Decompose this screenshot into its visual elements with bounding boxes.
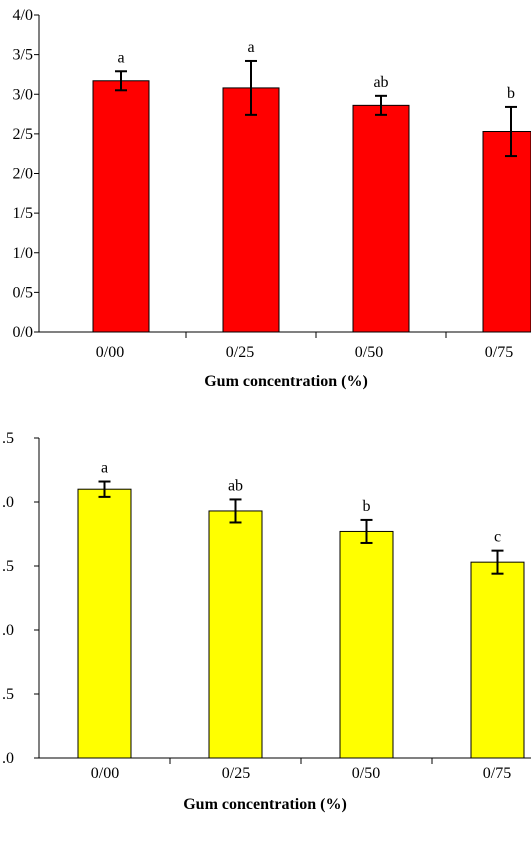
x-tick-label: 0/50 xyxy=(355,344,383,361)
chart-texture-score: 0/0 0/5 1/0 1/5 2/0 2/5 3/0 3/5 4/0 a 0/00 a 0/25 ab 0… xyxy=(13,7,531,390)
significance-label: a xyxy=(247,39,254,56)
significance-label: a xyxy=(101,460,108,477)
significance-label: b xyxy=(363,498,371,515)
y-tick-label: .0 xyxy=(2,750,14,767)
significance-label: a xyxy=(117,49,124,66)
y-tick-label: .5 xyxy=(2,686,14,703)
y-tick-label: 3/0 xyxy=(13,86,33,103)
bar xyxy=(470,561,525,759)
y-tick-label: 3/5 xyxy=(13,47,33,64)
significance-label: c xyxy=(494,529,501,546)
y-tick-label: 1/5 xyxy=(13,205,33,222)
y-tick-label: .5 xyxy=(2,430,14,447)
y-tick-label: 0/0 xyxy=(13,324,33,341)
x-tick-label: 0/50 xyxy=(352,765,380,782)
x-tick-label: 0/25 xyxy=(222,765,250,782)
x-tick-label: 0/25 xyxy=(226,344,254,361)
significance-label: ab xyxy=(373,74,388,91)
bar xyxy=(92,80,150,333)
y-tick-label: .0 xyxy=(2,622,14,639)
significance-label: b xyxy=(507,85,515,102)
bar xyxy=(77,488,132,759)
y-tick-label: 0/5 xyxy=(13,284,33,301)
y-tick-label: .0 xyxy=(2,494,14,511)
significance-label: ab xyxy=(228,477,243,494)
chart-color-score: .0 .5 .0 .5 .0 .5 a 0/00 ab 0/25 b 0/50 c 0/75 Gum con… xyxy=(2,430,531,813)
y-tick-label: .5 xyxy=(2,558,14,575)
bar xyxy=(222,87,280,333)
x-axis-label: Gum concentration (%) xyxy=(204,373,368,390)
bar xyxy=(352,104,410,333)
y-tick-label: 2/5 xyxy=(13,126,33,143)
x-tick-label: 0/00 xyxy=(96,344,124,361)
x-axis-label: Gum concentration (%) xyxy=(183,796,347,813)
bar xyxy=(208,510,263,759)
y-tick-label: 4/0 xyxy=(13,7,33,24)
bar xyxy=(339,530,394,759)
bar xyxy=(482,130,531,333)
x-tick-label: 0/75 xyxy=(485,344,513,361)
y-tick-label: 1/0 xyxy=(13,245,33,262)
x-tick-label: 0/75 xyxy=(483,765,511,782)
y-tick-label: 2/0 xyxy=(13,166,33,183)
x-tick-label: 0/00 xyxy=(91,765,119,782)
